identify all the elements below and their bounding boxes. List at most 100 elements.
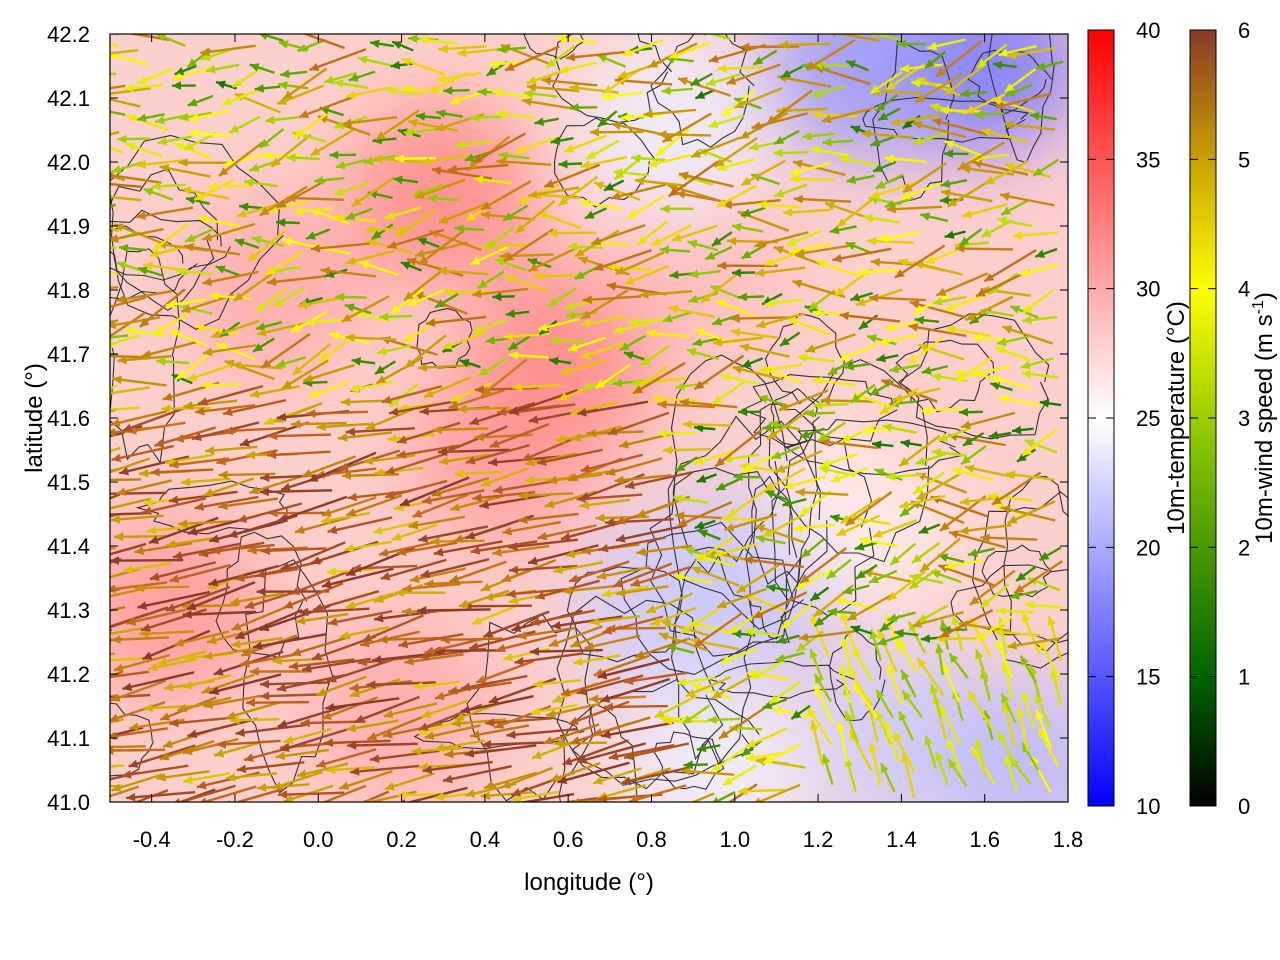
- wind-arrow-997: [773, 245, 825, 267]
- wind-arrow-785: [732, 365, 784, 381]
- wind-arrow-1306: [187, 95, 214, 107]
- wind-arrow-877: [908, 323, 967, 338]
- wind-arrow-930: [209, 291, 252, 301]
- wind-arrow-575: [764, 489, 789, 502]
- wind-arrow-430: [289, 569, 353, 596]
- wind-arrow-361: [650, 606, 697, 626]
- wind-arrow-97: [347, 741, 418, 750]
- wind-arrow-682: [291, 419, 347, 429]
- contour-line-3: [862, 96, 1030, 143]
- wind-arrow-1062: [371, 223, 394, 240]
- contour-line-23: [872, 39, 955, 202]
- wind-arrow-50: [236, 761, 305, 774]
- wind-arrow-460: [1015, 566, 1037, 582]
- wind-arrow-1344: [110, 72, 117, 76]
- wind-arrow-752: [958, 407, 983, 417]
- wind-arrow-548: [110, 491, 167, 495]
- wind-arrow-131: [169, 716, 236, 728]
- wind-arrow-713: [1021, 428, 1058, 457]
- wind-arrow-1213: [943, 149, 969, 159]
- wind-arrow-454: [868, 569, 898, 584]
- wind-arrow-98: [369, 749, 440, 763]
- wind-arrow-754: [998, 394, 1039, 407]
- wind-arrow-830: [827, 358, 854, 376]
- wind-arrow-852: [345, 333, 397, 343]
- wind-arrow-107: [576, 742, 647, 764]
- wind-arrow-44: [111, 773, 163, 792]
- wind-arrow-994: [731, 268, 756, 278]
- wind-arrow-1177: [111, 160, 144, 174]
- wind-arrow-193: [654, 694, 698, 719]
- wind-arrow-871: [787, 317, 830, 336]
- wind-arrow-417: [979, 583, 1010, 609]
- wind-arrow-173: [177, 696, 232, 713]
- wind-arrow-1075: [650, 224, 693, 247]
- wind-arrow-833: [889, 363, 920, 374]
- wind-arrow-1360: [436, 71, 482, 83]
- wind-arrow-869: [730, 328, 779, 340]
- wind-arrow-653: [580, 453, 643, 473]
- wind-arrow-1241: [589, 127, 644, 137]
- wind-arrow-406: [716, 587, 767, 609]
- wind-arrow-1147: [393, 175, 419, 185]
- wind-arrow-1048: [983, 249, 1037, 283]
- wind-arrow-870: [779, 331, 801, 347]
- wind-arrow-1340: [960, 89, 988, 98]
- wind-arrow-979: [400, 261, 422, 272]
- wind-arrow-150: [601, 721, 674, 739]
- wind-arrow-942: [472, 287, 529, 299]
- wind-arrow-1154: [528, 186, 580, 199]
- wind-arrow-147: [542, 723, 600, 745]
- wind-arrow-1092: [110, 203, 117, 210]
- wind-arrow-367: [813, 610, 836, 627]
- wind-arrow-1242: [611, 121, 666, 136]
- wind-arrow-1367: [602, 67, 643, 95]
- wind-arrow-938: [407, 288, 446, 307]
- y-tick-label: 41.8: [47, 278, 90, 303]
- wind-arrow-1257: [957, 141, 1006, 171]
- wind-arrow-975: [266, 275, 326, 287]
- wind-arrow-619: [783, 475, 826, 490]
- wind-colorbar-tick-label: 4: [1238, 277, 1250, 302]
- wind-arrow-1232: [403, 127, 438, 137]
- wind-arrow-874: [866, 334, 897, 346]
- wind-arrow-1419: [830, 34, 880, 42]
- wind-arrow-1186: [329, 150, 357, 160]
- contour-line-31: [649, 467, 804, 657]
- wind-arrow-166: [1021, 691, 1036, 729]
- wind-arrow-999: [833, 268, 873, 297]
- wind-arrow-633: [118, 455, 190, 476]
- wind-arrow-813: [417, 363, 471, 372]
- wind-arrow-768: [349, 380, 394, 393]
- wind-arrow-1171: [940, 178, 968, 188]
- wind-arrow-787: [778, 389, 829, 412]
- wind-arrow-1054: [184, 227, 215, 243]
- wind-arrow-228: [460, 674, 528, 692]
- wind-arrow-626: [951, 467, 994, 482]
- wind-arrow-280: [720, 647, 758, 664]
- wind-arrow-1145: [334, 181, 369, 196]
- wind-arrow-1255: [912, 121, 967, 139]
- wind-arrow-1217: [1032, 158, 1060, 177]
- contour-line-26: [523, 34, 585, 60]
- wind-arrow-310: [424, 637, 486, 655]
- wind-arrow-883: [110, 311, 146, 338]
- wind-arrow-681: [268, 431, 332, 441]
- wind-arrow-715: [110, 406, 140, 411]
- wind-arrow-698: [693, 423, 716, 433]
- wind-arrow-488: [697, 529, 721, 541]
- wind-arrow-213: [122, 671, 195, 692]
- wind-arrow-1144: [314, 175, 345, 185]
- wind-arrow-805: [231, 360, 283, 370]
- wind-arrow-304: [291, 635, 351, 657]
- wind-arrow-593: [180, 477, 231, 487]
- wind-arrow-659: [741, 452, 779, 474]
- wind-arrow-665: [900, 439, 922, 448]
- wind-arrow-640: [301, 455, 357, 478]
- wind-arrow-606: [480, 467, 529, 487]
- wind-arrow-6: [199, 785, 257, 802]
- wind-arrow-586: [987, 492, 1033, 502]
- wind-arrow-1221: [157, 135, 192, 146]
- wind-arrow-114: [762, 743, 801, 765]
- wind-arrow-587: [1007, 500, 1056, 525]
